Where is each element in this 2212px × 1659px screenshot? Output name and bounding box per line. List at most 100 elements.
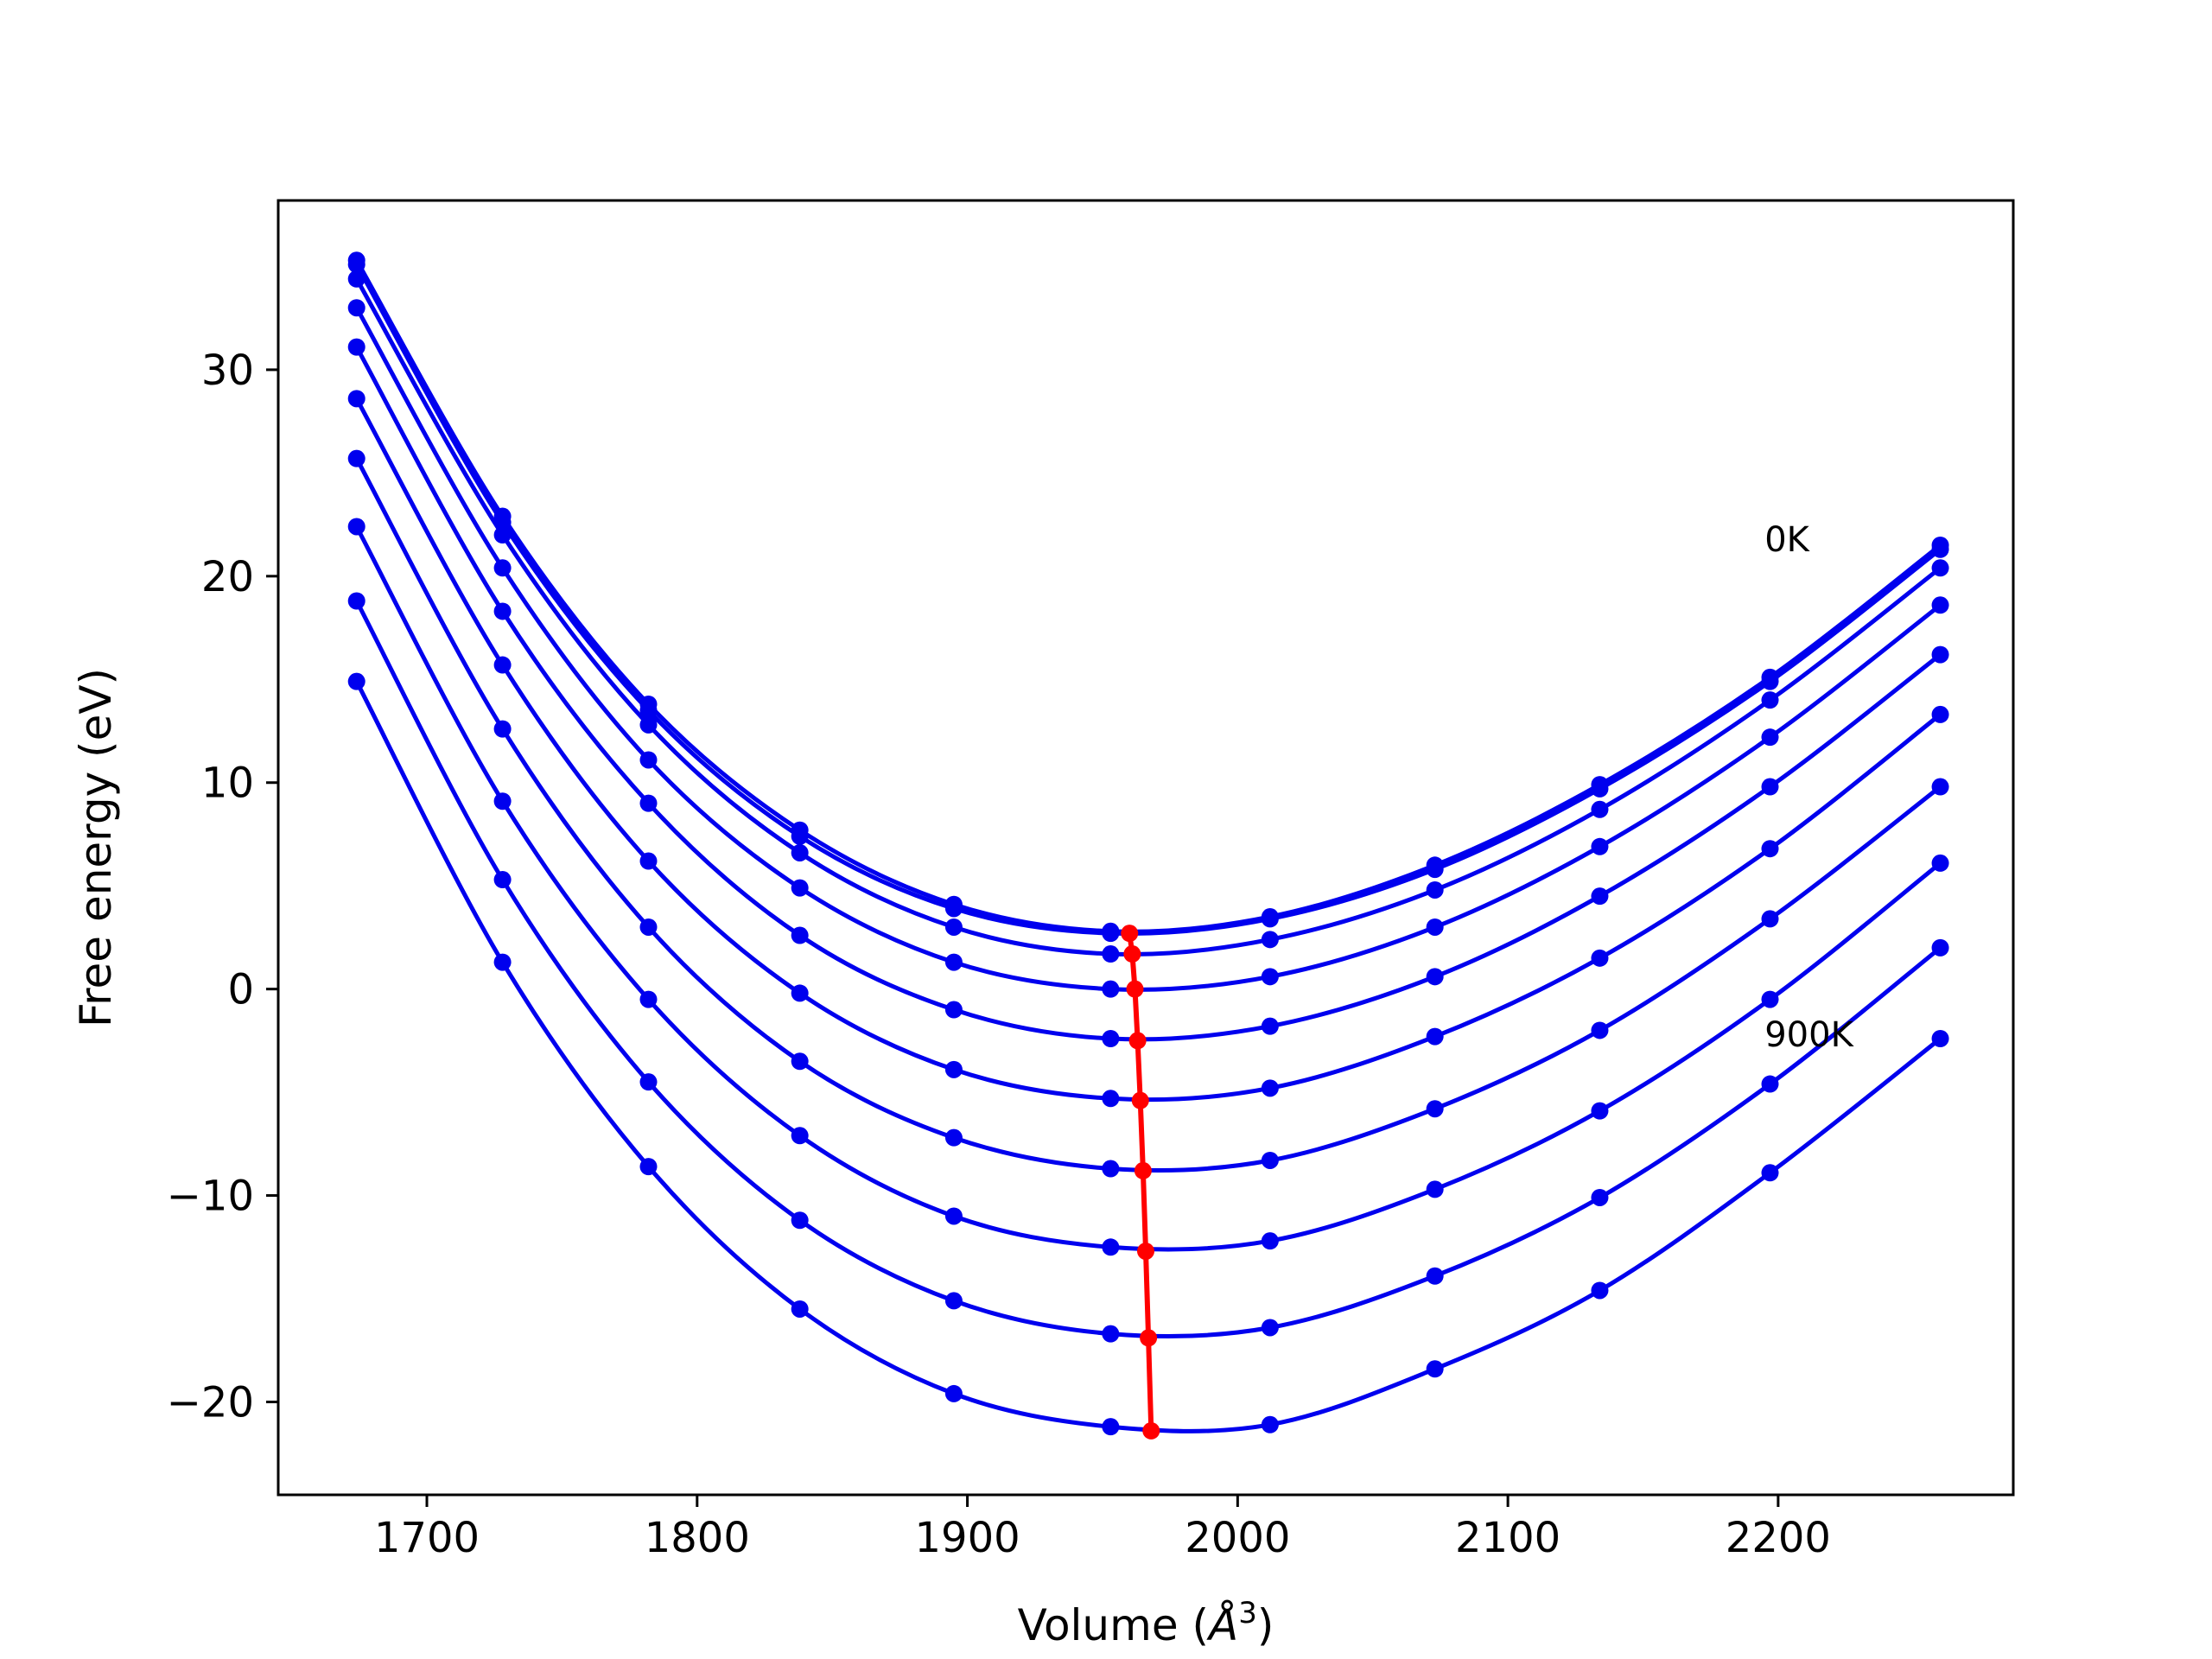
series-5-point-2 [639, 852, 658, 870]
series-6-point-0 [347, 449, 365, 467]
series-6-point-4 [944, 1128, 963, 1147]
series-7-point-2 [639, 990, 658, 1008]
series-2-point-7 [1426, 880, 1444, 899]
series-7-point-7 [1426, 1180, 1444, 1198]
series-1-point-9 [1761, 672, 1779, 690]
series-8-point-2 [639, 1073, 658, 1091]
series-9-point-7 [1426, 1360, 1444, 1378]
series-4-point-1 [493, 602, 512, 620]
series-9-point-6 [1261, 1415, 1279, 1433]
series-2-point-4 [944, 918, 963, 936]
series-6-point-5 [1102, 1160, 1120, 1178]
series-8-point-7 [1426, 1267, 1444, 1285]
series-3-point-4 [944, 953, 963, 971]
series-7-point-6 [1261, 1232, 1279, 1250]
series-7-point-9 [1761, 990, 1779, 1008]
series-line-9 [354, 680, 1942, 1433]
minimum-point-6 [1137, 1243, 1154, 1261]
y-tick-label: 20 [201, 553, 254, 601]
series-8-point-0 [347, 592, 365, 610]
series-4-point-0 [347, 338, 365, 356]
series-2-point-10 [1931, 559, 1949, 577]
series-2-point-3 [791, 843, 809, 861]
series-3-point-1 [493, 559, 512, 577]
series-7-point-8 [1591, 1102, 1609, 1120]
series-line-5 [354, 397, 1942, 1103]
series-1-point-8 [1591, 779, 1609, 798]
series-9-point-9 [1761, 1164, 1779, 1182]
series-4-point-9 [1761, 778, 1779, 796]
series-1-point-5 [1102, 925, 1120, 943]
series-8-point-10 [1931, 938, 1949, 957]
x-axis-ticks: 1700 1800 1900 2000 2100 2200 [374, 1495, 1831, 1562]
series-9-point-0 [347, 672, 365, 690]
series-2-point-2 [639, 715, 658, 734]
x-tick-label: 1700 [374, 1514, 480, 1562]
series-3-point-0 [347, 299, 365, 317]
series-1-point-7 [1426, 861, 1444, 879]
series-4-point-10 [1931, 645, 1949, 664]
series-5-point-8 [1591, 949, 1609, 967]
series-6-point-6 [1261, 1151, 1279, 1169]
series-4-point-2 [639, 794, 658, 812]
x-axis-label-text: Volume ( [1018, 1600, 1209, 1650]
series-1-point-4 [944, 899, 963, 918]
series-5-point-6 [1261, 1079, 1279, 1097]
y-tick-label: 30 [201, 346, 254, 395]
series-6-point-2 [639, 918, 658, 936]
x-axis-label-exponent: 3 [1238, 1596, 1257, 1630]
series-2-point-9 [1761, 691, 1779, 709]
series-3-point-8 [1591, 837, 1609, 855]
series-5-point-0 [347, 390, 365, 408]
series-2-point-8 [1591, 800, 1609, 818]
series-1-point-2 [639, 702, 658, 720]
annotation-0: 0K [1764, 520, 1810, 560]
series-3-point-10 [1931, 596, 1949, 614]
series-line-4 [354, 346, 1942, 1042]
series-line-6 [354, 457, 1942, 1173]
series-7-point-1 [493, 792, 512, 810]
series-3-point-5 [1102, 980, 1120, 998]
series-6-point-3 [791, 1052, 809, 1071]
series-9-point-5 [1102, 1418, 1120, 1436]
x-tick-label: 2100 [1455, 1514, 1560, 1562]
series-9-point-8 [1591, 1281, 1609, 1300]
y-tick-label: 10 [201, 760, 254, 808]
x-axis-label-close: ) [1257, 1600, 1274, 1650]
plot-frame [276, 199, 2015, 1497]
series-line-8 [354, 600, 1942, 1339]
minimum-point-0 [1121, 925, 1139, 943]
x-tick-label: 2000 [1185, 1514, 1290, 1562]
series-3-point-7 [1426, 918, 1444, 936]
series-5-point-10 [1931, 705, 1949, 723]
minimum-layer [1121, 925, 1160, 1440]
series-8-point-9 [1761, 1075, 1779, 1093]
series-1-point-0 [347, 256, 365, 274]
minimum-line [1127, 932, 1154, 1431]
series-3-point-6 [1261, 968, 1279, 986]
series-3-point-9 [1761, 728, 1779, 747]
series-2-point-0 [347, 270, 365, 288]
series-6-point-10 [1931, 778, 1949, 796]
y-tick-label: −10 [167, 1173, 254, 1221]
annotations-layer: 0K 900K [1764, 520, 1854, 1055]
x-axis-label-symbol: Å [1206, 1600, 1238, 1650]
series-4-point-8 [1591, 887, 1609, 906]
series-5-point-1 [493, 656, 512, 674]
series-7-point-10 [1931, 854, 1949, 872]
series-5-point-9 [1761, 840, 1779, 858]
x-tick-label: 1800 [645, 1514, 750, 1562]
series-6-point-9 [1761, 910, 1779, 928]
series-line-2 [354, 277, 1942, 957]
y-axis-ticks: −20 −10 0 10 20 30 [167, 346, 278, 1427]
series-8-point-4 [944, 1292, 963, 1310]
series-9-point-10 [1931, 1029, 1949, 1047]
series-2-point-1 [493, 526, 512, 544]
series-6-point-7 [1426, 1100, 1444, 1118]
series-4-point-3 [791, 926, 809, 944]
x-tick-label: 2200 [1726, 1514, 1831, 1562]
series-7-point-3 [791, 1127, 809, 1145]
minimum-point-3 [1128, 1032, 1147, 1050]
series-5-point-4 [944, 1060, 963, 1078]
series-4-point-6 [1261, 1017, 1279, 1035]
